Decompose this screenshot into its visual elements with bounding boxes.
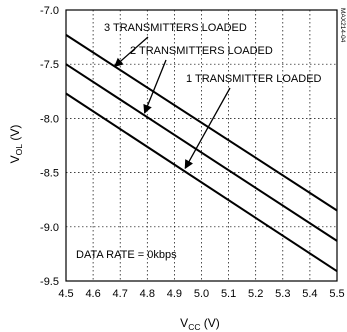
- series-label-arrow-3: [184, 87, 231, 170]
- data-rate-note: DATA RATE = 0kbps: [76, 249, 177, 261]
- series-label-1: 3 TRANSMITTERS LOADED: [104, 22, 247, 34]
- x-tick-label: 4.6: [85, 288, 100, 300]
- series-line-1: [65, 34, 338, 212]
- x-tick-label: 4.5: [58, 288, 73, 300]
- x-tick-label: 4.8: [140, 288, 155, 300]
- x-axis-title: VCC (V): [180, 316, 220, 332]
- x-tick-label: 5.1: [221, 288, 236, 300]
- x-tick-label: 5.0: [194, 288, 209, 300]
- part-number-watermark: MAX214-04: [339, 8, 346, 43]
- x-tick-labels: 4.5 4.6 4.7 4.8 4.9 5.0 5.1 5.2 5.3 5.4 5.5: [58, 288, 344, 300]
- plot-frame: [65, 9, 338, 282]
- y-axis-title: VOL (V): [8, 125, 24, 164]
- x-tick-label: 4.7: [113, 288, 128, 300]
- y-tick-label: -8.0: [40, 113, 59, 125]
- y-tick-label: -7.0: [40, 5, 59, 17]
- y-tick-label: -8.5: [40, 168, 59, 180]
- x-tick-label: 5.2: [248, 288, 263, 300]
- series-label-arrow-1: [114, 36, 149, 68]
- y-tick-label: -7.5: [40, 59, 59, 71]
- x-tick-label: 4.9: [167, 288, 182, 300]
- series-line-3: [65, 92, 338, 273]
- y-tick-label: -9.5: [40, 276, 59, 288]
- series-label-2: 2 TRANSMITTERS LOADED: [130, 45, 273, 57]
- x-tick-label: 5.4: [302, 288, 317, 300]
- series-label-arrow-2: [143, 59, 167, 114]
- y-tick-label: -9.0: [40, 222, 59, 234]
- annotation-layer: 3 TRANSMITTERS LOADED 2 TRANSMITTERS LOAD…: [104, 22, 322, 170]
- series-layer: [65, 34, 338, 273]
- y-tick-labels: -7.0 -7.5 -8.0 -8.5 -9.0 -9.5: [40, 5, 59, 288]
- x-tick-label: 5.3: [275, 288, 290, 300]
- x-tick-label: 5.5: [329, 288, 344, 300]
- series-label-3: 1 TRANSMITTER LOADED: [186, 73, 322, 85]
- series-line-2: [65, 63, 338, 242]
